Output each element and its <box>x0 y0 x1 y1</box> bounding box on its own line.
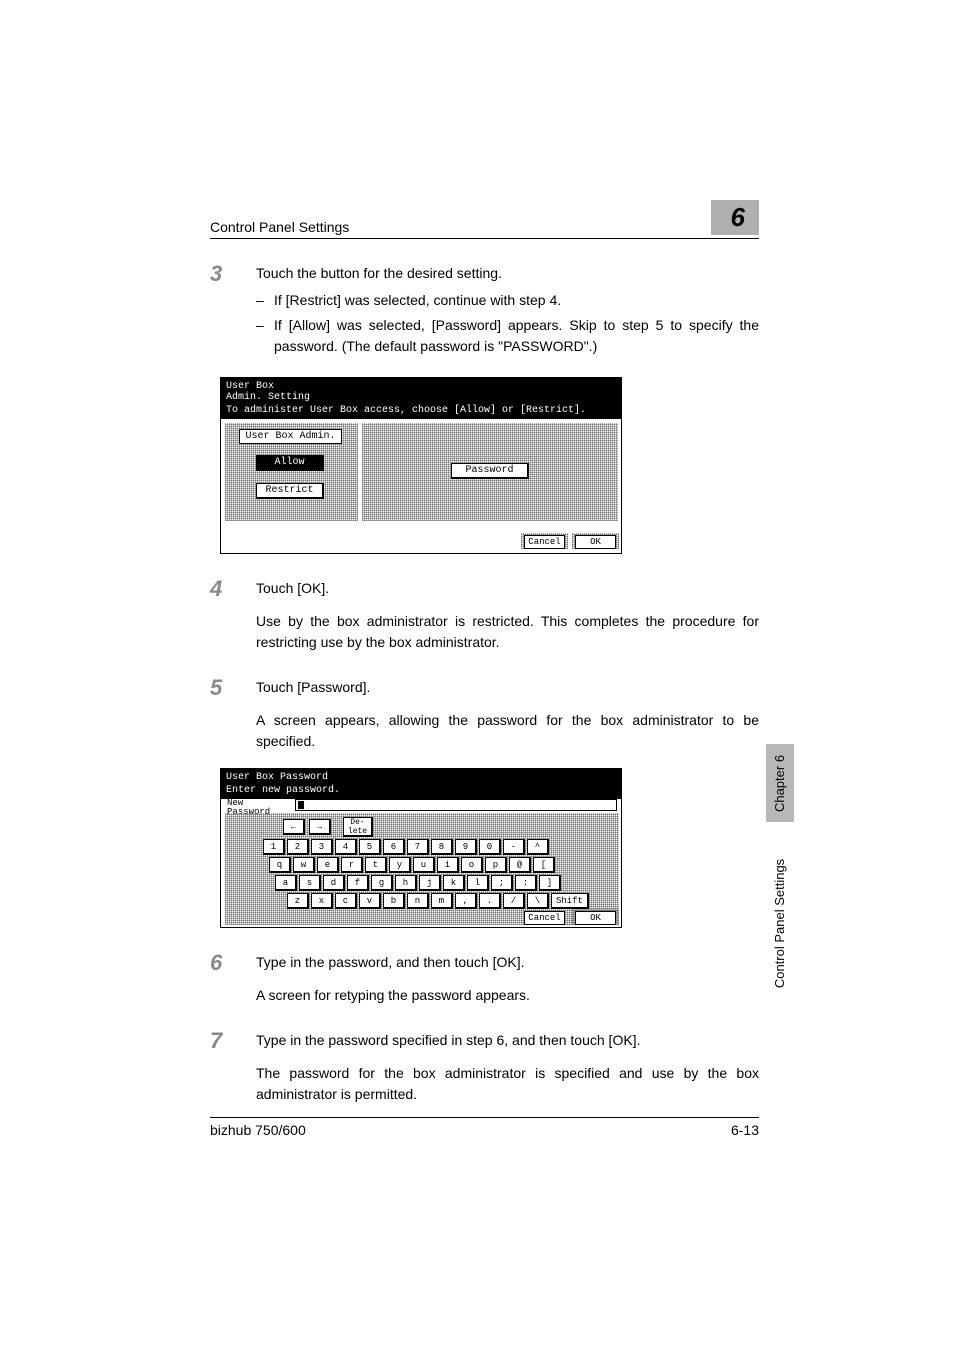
key-d[interactable]: d <box>323 875 345 891</box>
key-forward[interactable]: → <box>309 819 331 835</box>
key-w[interactable]: w <box>293 857 315 873</box>
key-p[interactable]: p <box>485 857 507 873</box>
password-button[interactable]: Password <box>451 463 529 479</box>
key-,[interactable]: , <box>455 893 477 909</box>
footer-page-number: 6-13 <box>731 1122 759 1138</box>
key-x[interactable]: x <box>311 893 333 909</box>
key-/[interactable]: / <box>503 893 525 909</box>
side-chapter-tab: Chapter 6 <box>766 744 794 822</box>
step-4-follow: Use by the box administrator is restrict… <box>256 611 759 653</box>
key-delete[interactable]: De-lete <box>343 817 373 837</box>
key-o[interactable]: o <box>461 857 483 873</box>
key-back[interactable]: ← <box>283 819 305 835</box>
key-0[interactable]: 0 <box>479 839 501 855</box>
allow-button[interactable]: Allow <box>256 455 324 471</box>
key-h[interactable]: h <box>395 875 417 891</box>
step-5-text: Touch [Password]. <box>256 677 759 698</box>
key-7[interactable]: 7 <box>407 839 429 855</box>
key-3[interactable]: 3 <box>311 839 333 855</box>
cancel-button[interactable]: Cancel <box>524 535 565 549</box>
step-3-number: 3 <box>210 263 256 361</box>
key-m[interactable]: m <box>431 893 453 909</box>
key-8[interactable]: 8 <box>431 839 453 855</box>
key-b[interactable]: b <box>383 893 405 909</box>
ok-button[interactable]: OK <box>575 911 616 925</box>
key-l[interactable]: l <box>467 875 489 891</box>
key-t[interactable]: t <box>365 857 387 873</box>
key-\[interactable]: \ <box>527 893 549 909</box>
side-section-label: Control Panel Settings <box>766 838 794 1008</box>
key-2[interactable]: 2 <box>287 839 309 855</box>
key-g[interactable]: g <box>371 875 393 891</box>
key-j[interactable]: j <box>419 875 441 891</box>
key-9[interactable]: 9 <box>455 839 477 855</box>
key-e[interactable]: e <box>317 857 339 873</box>
key-1[interactable]: 1 <box>263 839 285 855</box>
step-4-number: 4 <box>210 578 256 605</box>
key-c[interactable]: c <box>335 893 357 909</box>
step-7-text: Type in the password specified in step 6… <box>256 1030 759 1051</box>
step-6-number: 6 <box>210 952 256 979</box>
step-7-number: 7 <box>210 1030 256 1057</box>
step-3-bullet-1: If [Restrict] was selected, continue wit… <box>274 290 759 311</box>
step-5-follow: A screen appears, allowing the password … <box>256 710 759 752</box>
figure1-header: User BoxAdmin. Setting To administer Use… <box>221 378 621 419</box>
step-5-number: 5 <box>210 677 256 704</box>
key--[interactable]: - <box>503 839 525 855</box>
step-3-bullet-2: If [Allow] was selected, [Password] appe… <box>274 315 759 357</box>
key-^[interactable]: ^ <box>527 839 549 855</box>
key-n[interactable]: n <box>407 893 429 909</box>
key-@[interactable]: @ <box>509 857 531 873</box>
key-shift[interactable]: Shift <box>551 893 589 909</box>
step-4-text: Touch [OK]. <box>256 578 759 599</box>
key-;[interactable]: ; <box>491 875 513 891</box>
figure-user-box-admin-setting: User BoxAdmin. Setting To administer Use… <box>220 377 622 554</box>
figure2-header: User Box Password Enter new password. <box>221 769 621 799</box>
user-box-admin-label: User Box Admin. <box>239 429 342 444</box>
key-a[interactable]: a <box>275 875 297 891</box>
key-5[interactable]: 5 <box>359 839 381 855</box>
key-f[interactable]: f <box>347 875 369 891</box>
key-6[interactable]: 6 <box>383 839 405 855</box>
key-][interactable]: ] <box>539 875 561 891</box>
ok-button[interactable]: OK <box>575 535 616 549</box>
step-7-follow: The password for the box administrator i… <box>256 1063 759 1105</box>
chapter-number-badge: 6 <box>711 200 759 235</box>
key-:[interactable]: : <box>515 875 537 891</box>
key-i[interactable]: i <box>437 857 459 873</box>
key-u[interactable]: u <box>413 857 435 873</box>
figure-user-box-password: User Box Password Enter new password. Ne… <box>220 768 622 928</box>
page-header-title: Control Panel Settings <box>210 219 349 235</box>
password-input[interactable] <box>295 799 617 811</box>
step-6-text: Type in the password, and then touch [OK… <box>256 952 759 973</box>
key-r[interactable]: r <box>341 857 363 873</box>
key-k[interactable]: k <box>443 875 465 891</box>
cancel-button[interactable]: Cancel <box>524 911 565 925</box>
step-6-follow: A screen for retyping the password appea… <box>256 985 759 1006</box>
step-3-text: Touch the button for the desired setting… <box>256 263 759 284</box>
key-v[interactable]: v <box>359 893 381 909</box>
key-y[interactable]: y <box>389 857 411 873</box>
footer-model: bizhub 750/600 <box>210 1122 306 1138</box>
key-4[interactable]: 4 <box>335 839 357 855</box>
key-z[interactable]: z <box>287 893 309 909</box>
key-s[interactable]: s <box>299 875 321 891</box>
key-[[interactable]: [ <box>533 857 555 873</box>
restrict-button[interactable]: Restrict <box>256 483 324 499</box>
key-.[interactable]: . <box>479 893 501 909</box>
key-q[interactable]: q <box>269 857 291 873</box>
